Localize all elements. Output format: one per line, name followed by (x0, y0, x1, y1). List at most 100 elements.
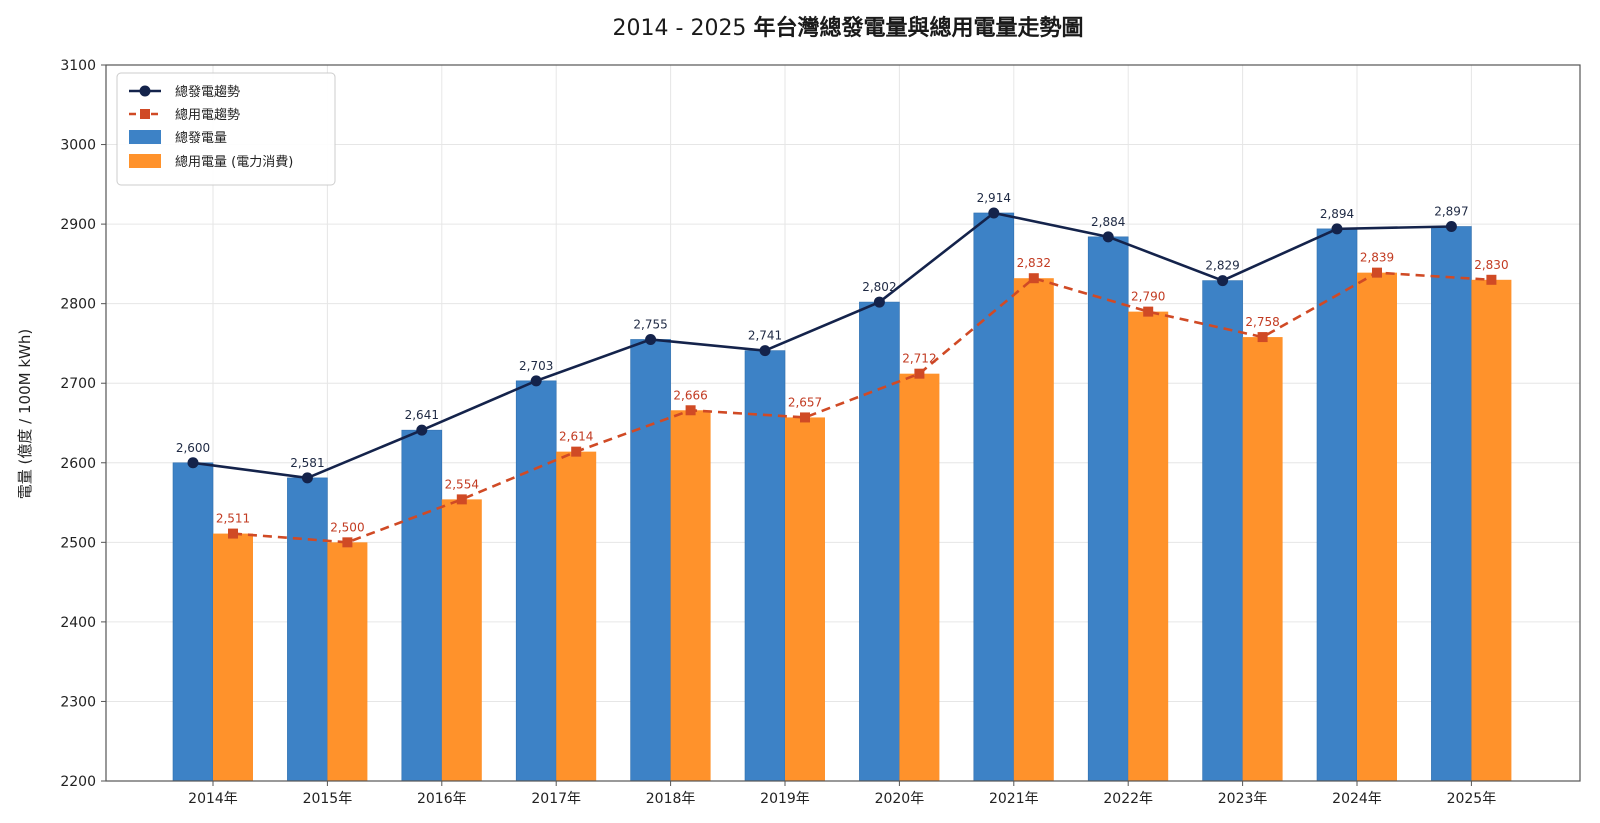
x-tick-label: 2019年 (760, 791, 810, 807)
data-label-consumption: 2,511 (216, 512, 250, 526)
y-tick-label: 2800 (60, 297, 96, 313)
y-tick-label: 3100 (60, 58, 96, 74)
data-label-consumption: 2,657 (788, 395, 822, 409)
chart-title-prefix: 2014 - 2025 (613, 16, 754, 41)
bar-consumption (1013, 278, 1054, 781)
bar-consumption (1128, 311, 1169, 781)
y-axis-label: 電量 (億度 / 100M kWh) (16, 329, 34, 499)
bar-generation (859, 301, 900, 782)
x-tick-label: 2018年 (646, 791, 696, 807)
data-label-generation: 2,884 (1091, 215, 1125, 229)
point-consumption (1486, 274, 1497, 285)
x-tick-label: 2025年 (1447, 791, 1497, 807)
chart-title-main: 年台灣總發電量與總用電量走勢圖 (753, 15, 1083, 41)
bar-consumption (1471, 279, 1512, 781)
axes-layer: 2200 2300 2400 2500 2600 2700 2800 2900 3000 3100… (60, 58, 1581, 807)
data-label-generation: 2,914 (977, 191, 1011, 205)
data-label-consumption: 2,832 (1017, 256, 1051, 270)
legend-marker-consumption-trend (140, 109, 150, 119)
plot-frame (105, 64, 1581, 782)
y-tick-label: 3000 (60, 138, 96, 154)
data-label-generation: 2,581 (290, 456, 324, 470)
x-tick-label: 2021年 (989, 791, 1039, 807)
legend-label: 總發電量 (175, 130, 227, 146)
point-generation (645, 333, 657, 345)
data-label-consumption: 2,790 (1131, 290, 1165, 304)
y-tick-label: 2400 (60, 615, 96, 631)
bar-generation (401, 429, 443, 782)
bar-consumption (899, 373, 940, 781)
bar-consumption (1357, 272, 1397, 781)
data-labels-layer: 2,600 2,581 2,641 2,703 2,755 2,741 2,802 2,914… (176, 191, 1509, 534)
legend-label: 總發電趨勢 (175, 84, 240, 100)
bar-generation (1087, 236, 1129, 782)
point-generation (1331, 223, 1343, 235)
x-tick-label: 2016年 (417, 791, 467, 807)
data-label-generation: 2,829 (1205, 259, 1239, 273)
bar-consumption (1242, 337, 1283, 781)
data-label-consumption: 2,666 (673, 388, 707, 402)
point-consumption (1372, 267, 1382, 278)
legend-swatch-generation-bar (129, 130, 161, 144)
x-tick-label: 2024年 (1332, 791, 1382, 807)
bar-consumption (670, 410, 711, 781)
point-consumption (571, 446, 582, 457)
point-generation (988, 207, 1000, 219)
data-label-consumption: 2,500 (330, 520, 364, 534)
data-label-generation: 2,600 (176, 441, 210, 455)
point-consumption (1257, 332, 1268, 343)
legend-marker-generation-trend (139, 85, 151, 97)
point-generation (1445, 220, 1457, 232)
data-label-consumption: 2,712 (902, 352, 936, 366)
point-generation (301, 472, 313, 484)
bar-generation (1316, 228, 1358, 782)
data-label-generation: 2,741 (748, 329, 782, 343)
bar-generation (1202, 280, 1243, 782)
point-consumption (914, 368, 925, 379)
chart-title: 2014 - 2025 年台灣總發電量與總用電量走勢圖 (613, 15, 1084, 41)
bar-consumption (213, 533, 253, 781)
point-consumption (800, 412, 810, 423)
bar-generation (1431, 226, 1472, 782)
y-tick-label: 2700 (60, 376, 96, 392)
line-generation-trend (192, 211, 1452, 480)
bars-layer (172, 212, 1512, 782)
legend-swatch-consumption-bar (129, 154, 161, 168)
y-tick-label: 2900 (60, 217, 96, 233)
data-label-generation: 2,755 (633, 317, 667, 331)
y-tick-label: 2200 (60, 774, 96, 790)
data-label-consumption: 2,839 (1360, 251, 1394, 265)
x-tick-label: 2014年 (188, 791, 238, 807)
legend-label: 總用電趨勢 (175, 107, 240, 123)
data-label-generation: 2,703 (519, 359, 553, 373)
point-generation (759, 345, 771, 357)
bar-generation (973, 212, 1015, 782)
x-tick-label: 2017年 (531, 791, 581, 807)
point-consumption (1143, 306, 1154, 317)
bar-consumption (327, 542, 368, 781)
bar-generation (172, 462, 214, 782)
legend-label: 總用電量 (電力消費) (175, 154, 293, 170)
x-tick-label: 2022年 (1103, 791, 1153, 807)
legend-box (116, 72, 336, 186)
data-label-generation: 2,894 (1320, 207, 1354, 221)
y-tick-label: 2500 (60, 535, 96, 551)
x-tick-label: 2023年 (1218, 791, 1268, 807)
point-consumption (685, 405, 696, 416)
point-generation (1217, 275, 1229, 287)
data-label-generation: 2,897 (1434, 204, 1468, 218)
data-label-generation: 2,641 (405, 408, 439, 422)
bar-consumption (556, 451, 597, 781)
line-consumption-trend (232, 271, 1492, 544)
lines-layer (187, 207, 1497, 548)
point-consumption (456, 494, 467, 505)
point-generation (530, 375, 542, 387)
bar-consumption (785, 417, 825, 781)
bar-generation (630, 339, 671, 782)
y-tick-label: 2600 (60, 456, 96, 472)
point-generation (187, 457, 199, 469)
data-label-consumption: 2,830 (1474, 258, 1508, 272)
